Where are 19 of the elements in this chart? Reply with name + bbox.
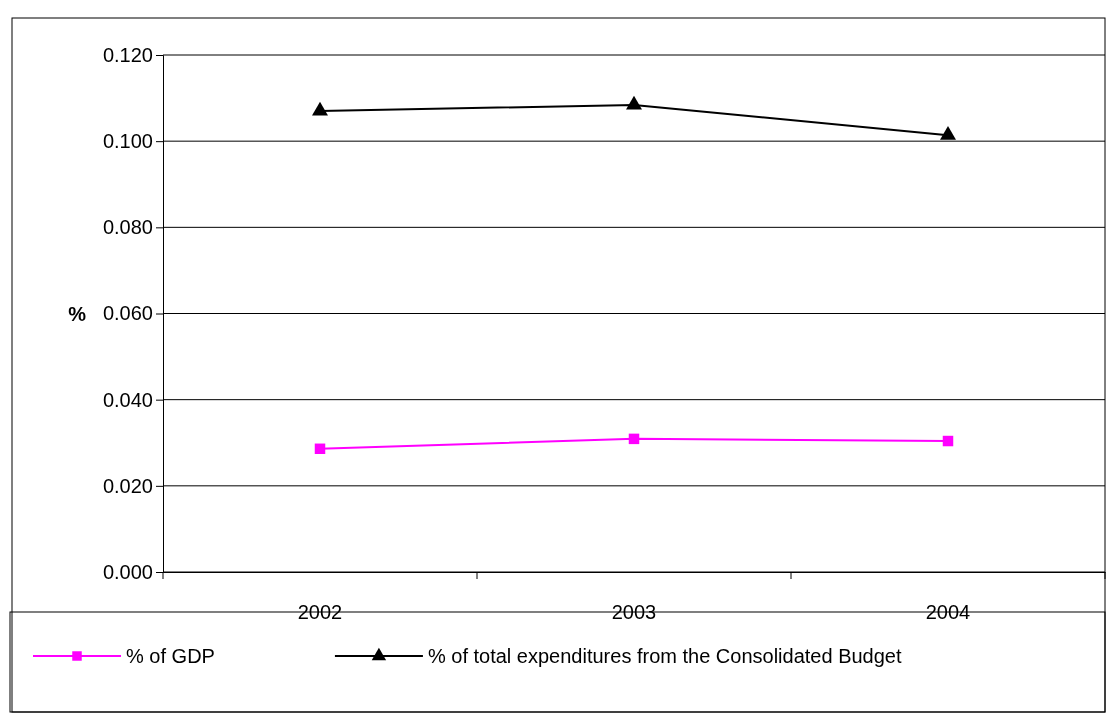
- y-tick-label: 0.060: [102, 302, 153, 325]
- legend-label: % of total expenditures from the Consolidated Budget: [427, 645, 902, 667]
- x-tick-label: 2002: [297, 601, 343, 623]
- y-tick-label: 0.080: [102, 216, 153, 239]
- point: [626, 95, 642, 110]
- y-tick-label: 0.000: [102, 560, 153, 583]
- y-axis-title: %: [68, 302, 87, 325]
- point: [314, 443, 326, 455]
- point: [628, 433, 640, 445]
- legend-label: % of GDP: [126, 645, 215, 667]
- point: [940, 125, 956, 140]
- point: [942, 435, 954, 447]
- x-tick-label: 2004: [925, 601, 971, 623]
- y-tick-label: 0.040: [102, 388, 153, 411]
- y-tick-label: 0.120: [102, 43, 153, 66]
- y-tick-label: 0.020: [102, 474, 153, 497]
- point: [312, 101, 328, 116]
- x-tick-label: 2003: [611, 601, 657, 623]
- y-tick-label: 0.100: [102, 130, 153, 153]
